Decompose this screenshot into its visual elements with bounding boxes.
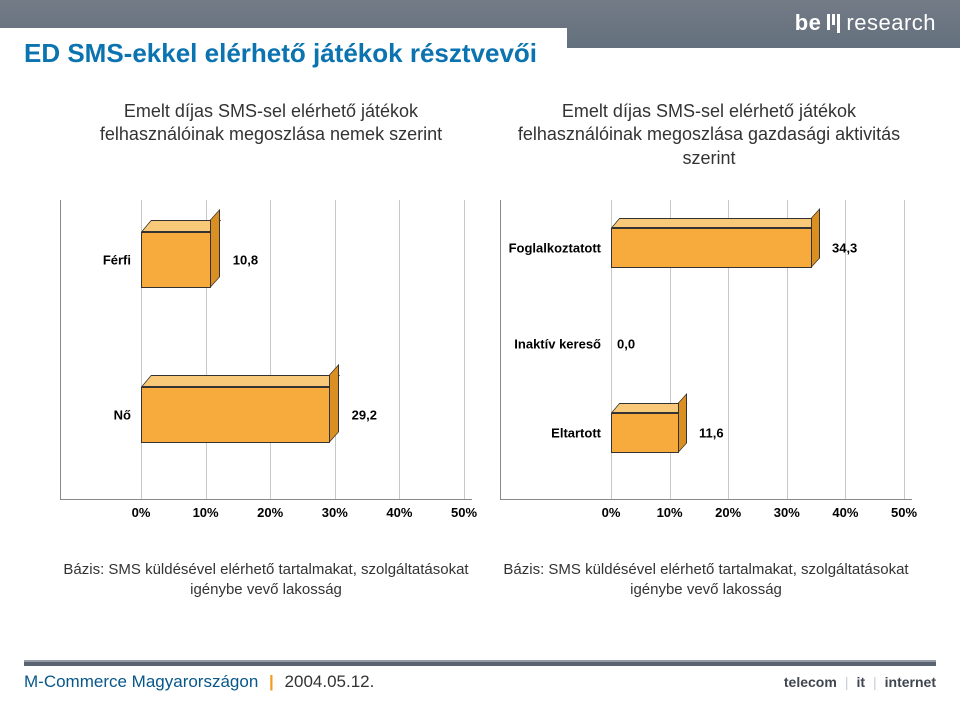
x-tick-label: 30% <box>322 505 348 520</box>
footnote-left: Bázis: SMS küldésével elérhető tartalmak… <box>60 560 472 599</box>
gridline <box>464 200 465 499</box>
slide-title: ED SMS-ekkel elérhető játékok résztvevői <box>0 28 567 79</box>
bar-value-label: 29,2 <box>352 408 377 423</box>
footer-word: it <box>856 674 865 690</box>
subtitle-left: Emelt díjas SMS-sel elérhető játékok fel… <box>60 100 482 170</box>
gridline <box>904 200 905 499</box>
bar: Nő29,2 <box>141 387 464 443</box>
footer-sep-icon: | <box>269 672 274 691</box>
footer-date: 2004.05.12. <box>285 672 375 691</box>
x-tick-label: 0% <box>132 505 151 520</box>
bar: Eltartott11,6 <box>611 413 904 453</box>
x-tick-label: 40% <box>386 505 412 520</box>
footnote-right: Bázis: SMS küldésével elérhető tartalmak… <box>500 560 912 599</box>
chart-left: 0%10%20%30%40%50%Férfi10,8Nő29,2 <box>60 200 472 500</box>
bar-value-label: 0,0 <box>617 336 635 351</box>
footer-right: telecom | it | internet <box>784 674 936 690</box>
subtitle-right: Emelt díjas SMS-sel elérhető játékok fel… <box>498 100 920 170</box>
footer-title: M-Commerce Magyarországon <box>24 672 258 691</box>
footer-bar: M-Commerce Magyarországon | 2004.05.12. … <box>24 662 936 692</box>
bar-category-label: Nő <box>114 408 141 423</box>
x-tick-label: 30% <box>774 505 800 520</box>
brand-right: research <box>846 10 936 36</box>
charts-row: 0%10%20%30%40%50%Férfi10,8Nő29,2 0%10%20… <box>60 200 912 500</box>
x-tick-label: 20% <box>715 505 741 520</box>
x-tick-label: 40% <box>832 505 858 520</box>
x-tick-label: 50% <box>451 505 477 520</box>
footnotes-row: Bázis: SMS küldésével elérhető tartalmak… <box>60 560 912 599</box>
x-tick-label: 10% <box>193 505 219 520</box>
chart-right: 0%10%20%30%40%50%Foglalkoztatott34,3Inak… <box>500 200 912 500</box>
bar: Foglalkoztatott34,3 <box>611 228 904 268</box>
bar: Inaktív kereső0,0 <box>611 324 904 364</box>
brand-bars-icon <box>827 14 840 33</box>
bar-category-label: Foglalkoztatott <box>509 240 611 255</box>
brand-left: be <box>795 10 822 36</box>
footer-word: telecom <box>784 674 837 690</box>
x-tick-label: 0% <box>602 505 621 520</box>
footer-left: M-Commerce Magyarországon | 2004.05.12. <box>24 672 374 692</box>
bar: Férfi10,8 <box>141 232 464 288</box>
bar-value-label: 11,6 <box>699 426 724 441</box>
x-tick-label: 50% <box>891 505 917 520</box>
bar-category-label: Eltartott <box>551 426 611 441</box>
footer-dot-icon: | <box>845 674 849 690</box>
footer-word: internet <box>885 674 936 690</box>
x-tick-label: 10% <box>657 505 683 520</box>
brand-logo: be research <box>795 10 936 36</box>
bar-value-label: 34,3 <box>832 240 857 255</box>
bar-category-label: Férfi <box>103 252 141 267</box>
footer-dot-icon: | <box>873 674 877 690</box>
bar-category-label: Inaktív kereső <box>514 336 611 351</box>
slide: be research ED SMS-ekkel elérhető játéko… <box>0 0 960 718</box>
subtitles-row: Emelt díjas SMS-sel elérhető játékok fel… <box>60 100 920 170</box>
bar-value-label: 10,8 <box>233 252 258 267</box>
x-tick-label: 20% <box>257 505 283 520</box>
